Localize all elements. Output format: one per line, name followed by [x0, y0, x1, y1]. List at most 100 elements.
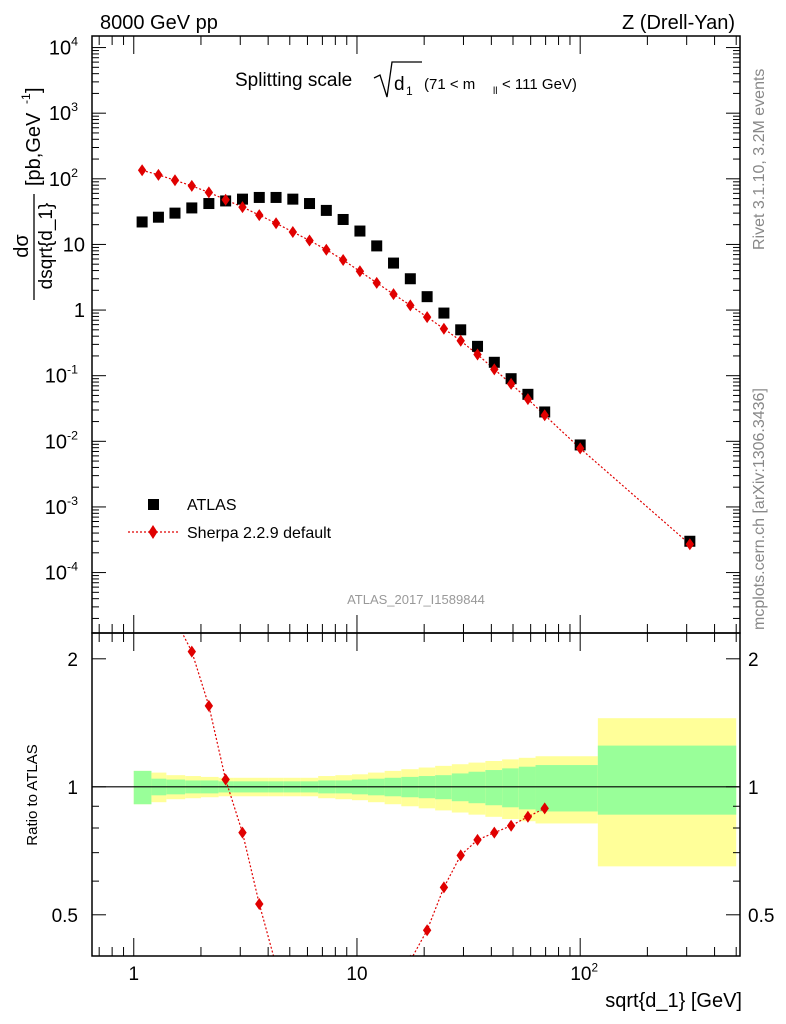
main-ytick-label-base: 10 — [49, 169, 71, 191]
atlas-point — [488, 356, 500, 368]
ratio-sherpa-point — [187, 645, 197, 658]
sherpa-point — [456, 334, 465, 347]
ratio-band-green — [597, 745, 737, 815]
ratio-band-green — [485, 770, 503, 806]
plot-title: Splitting scale d 1 (71 < m ll < 111 GeV… — [235, 61, 577, 98]
legend-atlas-marker — [148, 499, 159, 510]
ratio-sherpa-point — [255, 898, 264, 911]
title-main: Splitting scale — [235, 70, 352, 91]
main-ytick-label-base: 1 — [74, 300, 85, 322]
main-ytick-label-base: 10 — [63, 234, 85, 256]
ratio-sherpa-point — [389, 980, 397, 992]
atlas-point — [186, 202, 198, 214]
ratio-panel: 0.5 0.51 12 2 1 10 102 Ratio to ATLAS sqrt{d_… — [24, 612, 775, 1012]
main-ytick-label-exp: -1 — [67, 363, 78, 377]
sherpa-line — [141, 169, 691, 545]
ratio-ytick-label-right: 0.5 — [748, 906, 774, 927]
ylabel-unit-close: ] — [23, 87, 45, 93]
sherpa-point — [154, 168, 163, 181]
ratio-ytick-label-left: 1 — [67, 778, 78, 799]
ratio-xtick-label: 10 — [346, 964, 367, 985]
ratio-sherpa-point — [473, 833, 482, 846]
legend-atlas-label: ATLAS — [187, 497, 237, 514]
sqrt-symbol-icon — [373, 61, 422, 98]
sherpa-point — [523, 393, 533, 406]
atlas-point — [354, 225, 366, 237]
main-ytick-label: 104 — [49, 35, 78, 60]
sherpa-point — [221, 193, 230, 206]
atlas-point — [236, 193, 248, 205]
main-ylabel: dσ dsqrt{d_1} [pb,GeV -1 ] — [11, 87, 57, 300]
main-ytick-label-exp: 4 — [71, 35, 78, 49]
title-range-pre: (71 < m — [424, 76, 475, 93]
atlas-point — [304, 198, 316, 210]
ratio-ytick-label-left: 0.5 — [52, 906, 78, 927]
atlas-point — [203, 198, 215, 210]
ratio-yticks: 0.5 0.5 1 1 2 2 — [52, 650, 775, 927]
main-xticks — [98, 36, 737, 633]
sherpa-point — [372, 276, 381, 289]
main-ytick-label-base: 10 — [45, 366, 67, 388]
atlas-point — [371, 240, 383, 252]
ratio-xtick-label-base: 10 — [570, 964, 591, 985]
atlas-point — [169, 207, 181, 219]
sherpa-point — [255, 209, 264, 222]
ratio-band-green — [502, 768, 519, 808]
ratio-sherpa-point — [170, 612, 178, 624]
ratio-bands — [133, 718, 737, 867]
sherpa-point — [389, 288, 398, 301]
ratio-xtick-label: 102 — [570, 961, 598, 985]
sherpa-point — [204, 186, 214, 199]
ratio-sherpa-point — [523, 810, 533, 823]
legend-sherpa-marker — [148, 525, 158, 539]
sherpa-point — [506, 377, 516, 390]
sherpa-point — [238, 201, 247, 214]
ylabel-unit: [pb,GeV — [23, 112, 45, 186]
atlas-point — [421, 291, 433, 303]
sherpa-point — [439, 322, 449, 335]
atlas-point — [455, 324, 467, 336]
title-sqrt-var: d — [394, 74, 405, 95]
title-range-post: < 111 GeV) — [502, 76, 577, 93]
main-ytick-label: 10 — [63, 234, 85, 256]
ratio-sherpa-point — [272, 959, 280, 971]
main-ytick-label-base: 10 — [49, 103, 71, 125]
sherpa-point — [540, 409, 549, 422]
sherpa-point — [305, 234, 314, 247]
atlas-point — [152, 211, 164, 223]
analysis-watermark: ATLAS_2017_I1589844 — [347, 592, 485, 607]
ylabel-denominator: dsqrt{d_1} — [36, 203, 57, 290]
legend-sherpa-label: Sherpa 2.2.9 default — [187, 525, 332, 542]
atlas-point — [253, 191, 265, 203]
atlas-point — [404, 273, 416, 285]
main-ytick-label: 102 — [49, 166, 78, 191]
main-ytick-label-exp: 3 — [71, 100, 78, 114]
atlas-point — [388, 257, 400, 269]
atlas-point — [472, 340, 484, 352]
ratio-band-green — [468, 771, 486, 804]
title-sqrt-sub: 1 — [406, 84, 413, 98]
main-frame — [91, 35, 741, 634]
atlas-point — [337, 213, 349, 225]
main-ytick-label-exp: 2 — [71, 166, 78, 180]
sherpa-point — [322, 243, 331, 256]
ratio-marks — [170, 612, 549, 992]
side-mcplots-label: mcplots.cern.ch [arXiv:1306.3436] — [751, 388, 768, 630]
ratio-xtick-label: 1 — [128, 964, 139, 985]
ratio-ylabel: Ratio to ATLAS — [24, 744, 41, 845]
ratio-sherpa-point — [506, 819, 516, 832]
ratio-sherpa-point — [238, 826, 247, 839]
atlas-point — [136, 216, 148, 228]
main-ytick-label-base: 10 — [49, 38, 71, 60]
main-ytick-label: 1 — [74, 300, 85, 322]
sherpa-point — [288, 225, 298, 238]
sherpa-point — [338, 253, 348, 266]
header-right: Z (Drell-Yan) — [622, 12, 735, 34]
main-ytick-label: 10-1 — [45, 363, 78, 388]
main-ytick-label: 10-2 — [45, 428, 78, 453]
ratio-ytick-label-left: 2 — [67, 650, 78, 671]
ratio-xticks: 1 10 102 — [98, 633, 737, 985]
main-ytick-label-exp: -3 — [67, 494, 78, 508]
ratio-sherpa-point — [540, 802, 549, 815]
